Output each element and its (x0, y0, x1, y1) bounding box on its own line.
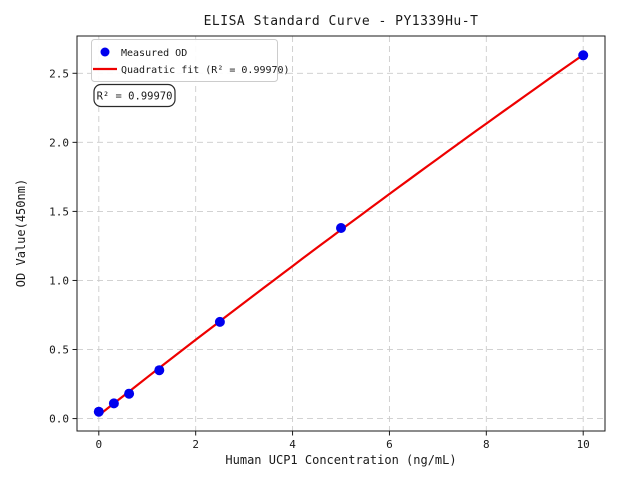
measured-od-point (93, 406, 104, 417)
grid-layer (77, 36, 605, 431)
measured-od-point (154, 365, 165, 376)
y-tick-label: 0.0 (49, 413, 69, 426)
y-tick-label: 1.5 (49, 205, 69, 218)
quadratic-fit-line-layer (97, 53, 585, 417)
y-tick-label: 2.5 (49, 67, 69, 80)
r-squared-annotation: R² = 0.99970 (93, 83, 176, 108)
measured-od-points-layer (93, 50, 589, 417)
y-tick-label: 2.0 (49, 136, 69, 149)
measured-od-point (214, 316, 225, 327)
measured-od-point (578, 50, 589, 61)
measured-od-point (124, 388, 135, 399)
x-tick-label: 8 (483, 438, 490, 451)
x-axis-label: Human UCP1 Concentration (ng/mL) (225, 453, 456, 467)
legend-label-quadratic-fit: Quadratic fit (R² = 0.99970) (121, 65, 290, 76)
y-tick-label: 0.5 (49, 344, 69, 357)
x-tick-label: 2 (192, 438, 199, 451)
x-tick-label: 0 (95, 438, 102, 451)
legend-marker-measured-od-icon (100, 47, 110, 57)
x-tick-label: 6 (386, 438, 393, 451)
y-tick-label: 1.0 (49, 274, 69, 287)
y-axis-label: OD Value(450nm) (14, 179, 28, 287)
plot-frame (76, 35, 606, 432)
x-tick-label: 4 (289, 438, 296, 451)
legend: Measured OD Quadratic fit (R² = 0.99970) (91, 39, 290, 82)
measured-od-point (336, 223, 346, 233)
chart-title: ELISA Standard Curve - PY1339Hu-T (204, 14, 479, 29)
legend-frame (91, 39, 278, 82)
r-squared-annotation-frame (93, 83, 176, 108)
axis-layer: 0 2 4 6 8 10 0.0 0.5 1.0 1.5 2.0 2.5 (49, 35, 606, 451)
r-squared-annotation-text: R² = 0.99970 (97, 91, 173, 103)
legend-label-measured-od: Measured OD (121, 48, 187, 59)
quadratic-fit-line (97, 53, 585, 417)
x-tick-label: 10 (577, 438, 590, 451)
measured-od-point (108, 398, 119, 409)
